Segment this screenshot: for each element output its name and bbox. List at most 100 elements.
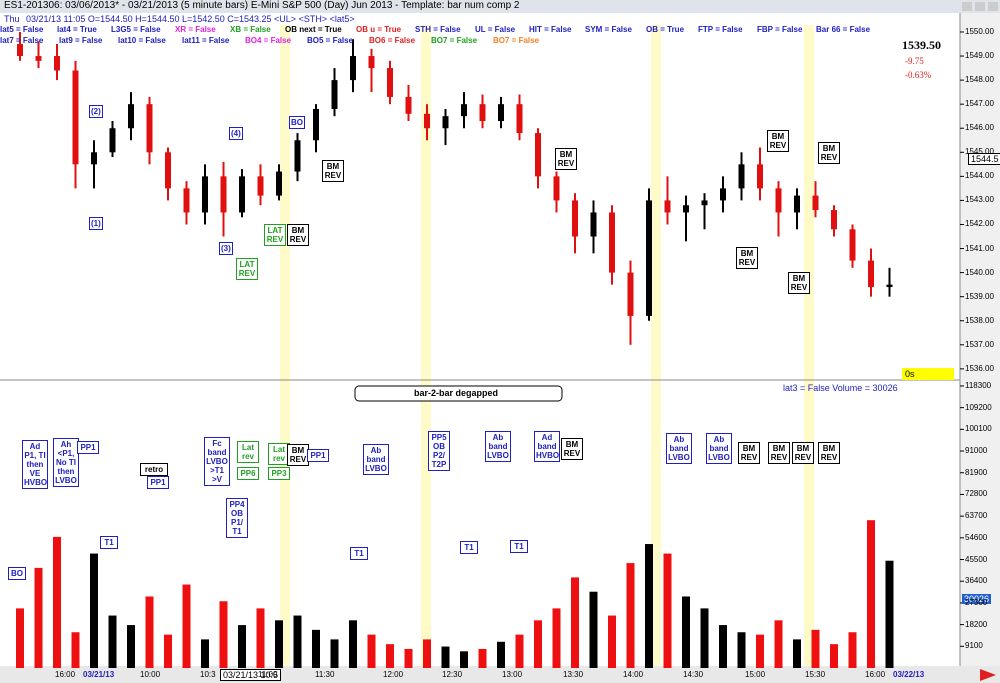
candle-body [683,205,689,213]
price-annotation: BM REV [287,224,309,246]
y-tick-label: 1545.00 [965,147,994,157]
y-tick-label: 118300 [965,380,992,390]
volume-bar [349,620,357,668]
y-tick-label: 1541.00 [965,243,994,253]
volume-annotation: Ab band LVBO [485,431,511,462]
y-tick-label: 1543.00 [965,195,994,205]
x-tick-label: 10:3 [200,670,216,679]
candle-body [239,176,245,213]
x-tick-label: 15:00 [745,670,766,679]
flag: lat11 = False [182,36,230,45]
volume-annotation: PP1 [147,476,169,489]
candle-body [146,104,153,153]
price-annotation: BM REV [788,272,810,294]
price-annotation: LAT REV [236,258,258,280]
candle-body [831,210,837,230]
flag: STH = False [415,25,461,34]
volume-bar [423,639,431,668]
timer: 0s [905,369,915,379]
session-band [280,25,290,666]
y-tick-label: 54600 [965,532,988,542]
y-tick-label: 1546.00 [965,123,994,133]
x-tick-label: 13:30 [563,670,584,679]
volume-bar [478,648,487,668]
candle-body [553,176,560,201]
volume-annotation: T1 [460,541,478,554]
y-tick-label: 18200 [965,619,988,629]
volume-annotation: PP1 [77,441,99,454]
volume-bar [608,615,616,668]
x-tick-label: 14:00 [623,670,644,679]
candle-body [757,164,763,189]
y-tick-label: 1540.00 [965,267,994,277]
volume-annotation: PP4 OB P1/ T1 [226,498,248,538]
candle-body [257,176,264,196]
flag: L3G5 = False [111,25,161,34]
candle-body [424,113,430,129]
candle-body [572,200,578,237]
x-tick-label: 11:00 [258,670,278,679]
volume-bar [737,632,746,668]
candle-body [442,116,449,129]
flag: BO5 = False [307,36,354,45]
volume-bar [589,591,598,668]
y-tick-label: 81900 [965,467,988,477]
y-tick-label: 1549.00 [965,51,994,61]
volume-annotation: Ab band LVBO [666,433,692,464]
volume-annotation: Lat rev [237,441,259,463]
flag: SYM = False [585,25,632,34]
candle-body [535,133,541,177]
volume-bar [238,625,246,668]
scroll-arrow[interactable] [980,669,996,681]
volume-annotation: PP5 OB P2/ T2P [428,431,450,471]
volume-bar [811,629,820,668]
y-tick-label: 1538.00 [965,315,994,325]
volume-annotation: T1 [510,540,528,553]
close-button[interactable] [988,2,998,11]
price-annotation: (1) [89,217,103,230]
candle-body [220,176,227,213]
volume-bar [626,563,635,668]
candle-body [516,104,523,134]
volume-bar [182,584,191,668]
x-tick-label: 15:30 [805,670,826,679]
session-band [804,25,814,666]
x-tick-label: 03/21/13 [83,670,115,679]
volume-annotation: PP3 [268,467,290,480]
volume-annotation: BM REV [561,438,583,460]
volume-bar [145,596,154,668]
window-title: ES1-201306: 03/06/2013* - 03/21/2013 (5 … [4,0,520,11]
axis-strip [960,13,1000,668]
y-tick-label: 72800 [965,489,988,499]
maximize-button[interactable] [975,2,985,11]
flag: XR = False [175,25,216,34]
y-tick-label: 1550.00 [965,26,994,36]
volume-annotation: retro [140,463,168,476]
candle-body [498,104,504,122]
flag: Bar 66 = False [816,25,871,34]
price-annotation: BM REV [818,142,840,164]
flag: BO6 = False [369,36,416,45]
y-tick-label: 91000 [965,446,988,456]
y-tick-label: 9100 [965,641,983,651]
volume-bar [201,639,209,668]
x-tick-label: 12:30 [442,670,463,679]
volume-bar [756,634,764,668]
volume-bar [793,639,801,668]
candle-body [313,108,319,141]
day-label: Thu [4,14,20,24]
minimize-button[interactable] [962,2,972,11]
flag: OB u = True [356,25,402,34]
candle-body [350,56,356,81]
price-annotation: LAT REV [264,224,286,246]
volume-annotation: PP6 [237,467,259,480]
candle-body [54,56,60,71]
candle-body [17,44,23,57]
flag: lat7 = False [0,36,44,45]
price-change: -9.75 [905,56,924,66]
flag: BO7 = False [493,36,540,45]
candle-body [91,152,97,165]
candle-body [849,229,856,261]
volume-bar [127,625,135,668]
flag: BO4 = False [245,36,292,45]
